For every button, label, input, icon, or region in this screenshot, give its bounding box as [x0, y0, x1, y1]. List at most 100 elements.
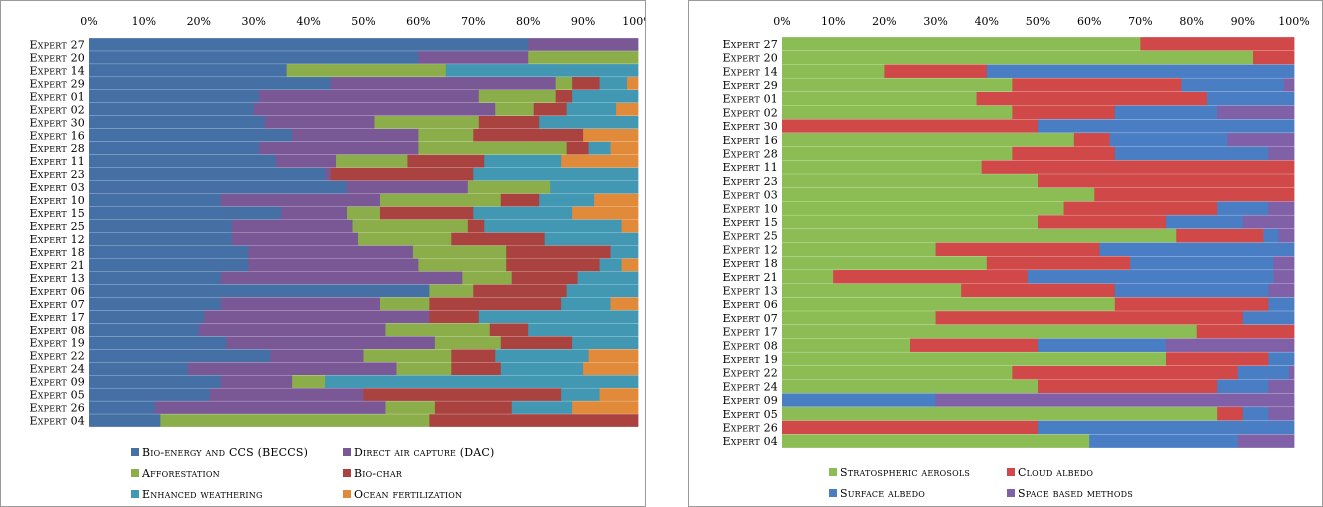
cdr-bar-direct-air-capture-dac: [198, 323, 386, 337]
cdr-category-label: Expert 10: [30, 194, 85, 207]
cdr-bar-afforestation: [396, 362, 452, 376]
legend-item-afforestation: Afforestation: [131, 467, 220, 480]
legend-label-space-based-methods: Space based methods: [1018, 487, 1133, 500]
legend-swatch-space-based-methods: [1007, 489, 1015, 497]
cdr-bar-direct-air-capture-dac: [231, 219, 353, 233]
srm-bar-cloud-albedo: [961, 283, 1116, 298]
cdr-bar-direct-air-capture-dac: [270, 349, 364, 363]
srm-category-label: Expert 29: [723, 79, 778, 92]
srm-bar-surface-albedo: [1038, 420, 1295, 435]
cdr-bar-ocean-fertilization: [616, 102, 639, 116]
cdr-bar-bio-char: [467, 219, 485, 233]
cdr-category-label: Expert 02: [30, 103, 85, 116]
srm-bar-stratospheric-aerosols: [782, 434, 1090, 448]
cdr-category-label: Expert 28: [30, 142, 85, 155]
srm-bar-stratospheric-aerosols: [782, 201, 1064, 215]
legend-item-cloud-albedo: Cloud albedo: [1007, 466, 1093, 479]
cdr-xtick-2: 20%: [187, 15, 211, 28]
cdr-bar-bio-energy-and-ccs-beccs: [89, 154, 277, 168]
srm-bar-cloud-albedo: [1176, 228, 1264, 243]
cdr-bar-bio-energy-and-ccs-beccs: [89, 349, 271, 363]
cdr-bar-bio-energy-and-ccs-beccs: [89, 362, 189, 376]
srm-bar-cloud-albedo: [1038, 379, 1218, 394]
cdr-bar-afforestation: [160, 414, 430, 427]
cdr-category-label: Expert 16: [30, 129, 85, 142]
cdr-bar-enhanced-weathering: [473, 167, 639, 181]
cdr-bar-bio-char: [451, 362, 502, 376]
cdr-category-label: Expert 05: [30, 389, 85, 402]
cdr-bar-ocean-fertilization: [588, 349, 639, 363]
cdr-category-label: Expert 17: [30, 311, 85, 324]
cdr-bar-direct-air-capture-dac: [281, 206, 348, 220]
cdr-category-label: Expert 07: [30, 298, 85, 311]
srm-category-label: Expert 05: [723, 408, 778, 421]
cdr-bar-bio-energy-and-ccs-beccs: [89, 89, 260, 103]
legend-swatch-beccs: [131, 448, 139, 456]
srm-bar-cloud-albedo: [935, 242, 1100, 257]
legend-item-beccs: Bio-energy and CCS (BECCS): [131, 446, 308, 459]
cdr-bar-afforestation: [374, 115, 480, 129]
cdr-bar-enhanced-weathering: [511, 401, 573, 414]
left-legend: Bio-energy and CCS (BECCS) Direct air ca…: [1, 1, 645, 506]
srm-category-label: Expert 04: [723, 435, 778, 448]
srm-bar-surface-albedo: [1166, 215, 1244, 229]
srm-bar-cloud-albedo: [1166, 352, 1269, 366]
cdr-bar-bio-char: [533, 102, 568, 116]
srm-bar-cloud-albedo: [1196, 324, 1295, 339]
srm-bar-stratospheric-aerosols: [782, 91, 977, 106]
srm-bar-cloud-albedo: [1012, 146, 1116, 161]
cdr-bar-direct-air-capture-dac: [259, 141, 419, 155]
srm-xtick-3: 30%: [923, 15, 947, 28]
srm-bar-surface-albedo: [1268, 352, 1295, 366]
srm-bar-stratospheric-aerosols: [782, 37, 1141, 51]
srm-category-label: Expert 19: [723, 353, 778, 366]
srm-bar-surface-albedo: [1114, 146, 1269, 161]
cdr-bar-enhanced-weathering: [539, 193, 595, 207]
cdr-bar-bio-char: [572, 77, 600, 90]
legend-swatch-cloud-albedo: [1007, 468, 1015, 476]
cdr-bar-afforestation: [528, 51, 639, 64]
cdr-bar-afforestation: [429, 284, 474, 298]
srm-bar-stratospheric-aerosols: [782, 407, 1218, 421]
cdr-bar-direct-air-capture-dac: [220, 375, 293, 388]
srm-bar-stratospheric-aerosols: [782, 146, 1013, 161]
srm-bar-cloud-albedo: [910, 338, 1039, 352]
cdr-category-label: Expert 26: [30, 402, 85, 415]
cdr-bar-afforestation: [336, 154, 408, 168]
cdr-bar-bio-energy-and-ccs-beccs: [89, 245, 249, 259]
cdr-bar-bio-energy-and-ccs-beccs: [89, 310, 205, 324]
cdr-bar-direct-air-capture-dac: [330, 77, 557, 90]
srm-bar-stratospheric-aerosols: [782, 324, 1198, 339]
cdr-bar-direct-air-capture-dac: [220, 297, 381, 311]
srm-bar-stratospheric-aerosols: [782, 242, 936, 257]
cdr-bar-bio-energy-and-ccs-beccs: [89, 128, 293, 142]
legend-swatch-biochar: [343, 469, 351, 477]
cdr-bar-bio-energy-and-ccs-beccs: [89, 258, 249, 272]
srm-bar-surface-albedo: [1038, 119, 1295, 133]
cdr-bar-enhanced-weathering: [544, 232, 639, 246]
cdr-bar-bio-char: [429, 310, 480, 324]
srm-category-label: Expert 02: [723, 106, 778, 119]
cdr-category-label: Expert 24: [30, 363, 85, 376]
cdr-bar-enhanced-weathering: [478, 310, 639, 324]
srm-bar-space-based-methods: [1288, 365, 1295, 380]
cdr-bar-afforestation: [434, 336, 502, 350]
srm-bar-surface-albedo: [1268, 297, 1295, 311]
srm-category-label: Expert 21: [723, 271, 778, 284]
cdr-bar-bio-char: [555, 89, 573, 103]
cdr-xtick-6: 60%: [406, 15, 430, 28]
cdr-bar-afforestation: [418, 141, 568, 155]
cdr-bar-ocean-fertilization: [583, 128, 639, 142]
srm-xtick-8: 80%: [1179, 15, 1203, 28]
srm-bar-stratospheric-aerosols: [782, 311, 936, 325]
srm-bar-stratospheric-aerosols: [782, 352, 1167, 366]
cdr-bar-bio-energy-and-ccs-beccs: [89, 284, 430, 298]
left-chart-panel: 0% 10% 20% 30% 40% 50% 60% 70% 80% 90% 100% Expert …: [0, 0, 646, 507]
srm-bar-cloud-albedo: [1038, 174, 1295, 188]
cdr-category-label: Expert 22: [30, 350, 85, 363]
srm-bar-surface-albedo: [1099, 242, 1295, 257]
srm-bar-cloud-albedo: [782, 119, 1039, 133]
cdr-bar-ocean-fertilization: [572, 206, 639, 220]
cdr-bar-afforestation: [467, 180, 551, 194]
cdr-bar-enhanced-weathering: [588, 141, 611, 155]
